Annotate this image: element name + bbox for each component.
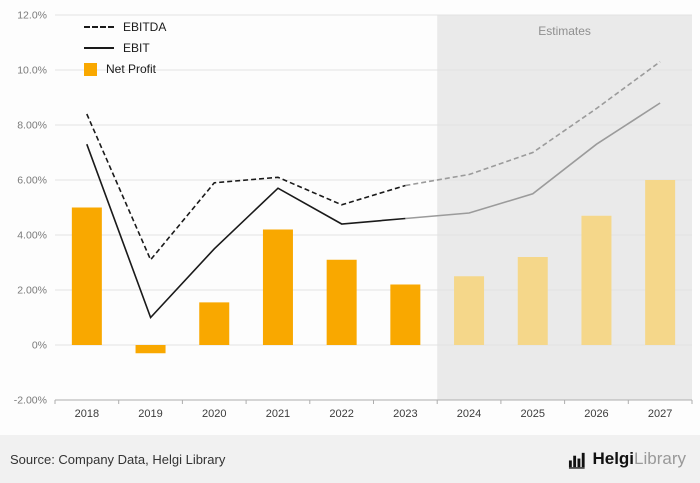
- legend-label: EBITDA: [123, 20, 167, 34]
- legend-item-net-profit: Net Profit: [84, 62, 166, 76]
- net-profit-bar: [390, 284, 421, 345]
- logo-text-secondary: Library: [634, 449, 686, 468]
- y-tick-label: 8.00%: [17, 120, 47, 132]
- x-tick-label: 2023: [393, 408, 417, 420]
- net-profit-bar: [135, 345, 166, 354]
- net-profit-bar: [262, 229, 293, 345]
- ebit-swatch: [84, 47, 114, 49]
- y-tick-label: 10.0%: [17, 65, 47, 77]
- net-profit-bar: [581, 215, 612, 345]
- ebit-line: [86, 143, 406, 320]
- x-tick-label: 2026: [584, 408, 608, 420]
- legend-label: Net Profit: [106, 62, 157, 76]
- y-tick-label: 6.00%: [17, 175, 47, 187]
- x-tick-label: 2022: [329, 408, 353, 420]
- ebitda-line: [405, 61, 661, 187]
- x-tick-label: 2019: [138, 408, 162, 420]
- footer: Source: Company Data, Helgi Library Helg…: [0, 435, 700, 483]
- y-tick-label: 4.00%: [17, 230, 47, 242]
- estimates-label: Estimates: [538, 24, 591, 38]
- y-tick-label: 12.0%: [17, 10, 47, 22]
- legend-label: EBIT: [123, 41, 150, 55]
- net-profit-bar: [645, 180, 676, 345]
- x-tick-label: 2021: [266, 408, 290, 420]
- net-profit-bar: [517, 257, 548, 345]
- y-tick-label: 2.00%: [17, 285, 47, 297]
- legend-item-ebit: EBIT: [84, 41, 166, 55]
- chart-svg: -2.00% 0% 2.00% 4.00% 6.00% 8.00% 10.0% 12.0% 20…: [14, 10, 693, 420]
- ebit-line: [405, 102, 661, 220]
- net-profit-bar: [199, 302, 230, 345]
- net-profit-bar: [454, 276, 485, 345]
- net-profit-bar: [71, 207, 102, 345]
- legend-item-ebitda: EBITDA: [84, 20, 166, 34]
- x-tick-label: 2024: [457, 408, 481, 420]
- helgi-library-logo[interactable]: HelgiLibrary: [568, 449, 686, 469]
- y-tick-label: 0%: [32, 340, 47, 352]
- net-profit-swatch: [84, 62, 97, 76]
- legend: EBITDA EBIT Net Profit: [84, 20, 166, 76]
- x-tick-label: 2025: [521, 408, 545, 420]
- x-tick-label: 2018: [75, 408, 99, 420]
- x-tick-label: 2027: [648, 408, 672, 420]
- net-profit-bar: [326, 259, 357, 345]
- logo-wordmark: HelgiLibrary: [592, 449, 686, 469]
- x-tick-label: 2020: [202, 408, 226, 420]
- ebitda-line: [86, 113, 406, 262]
- y-tick-label: -2.00%: [14, 395, 47, 407]
- chart-area: -2.00% 0% 2.00% 4.00% 6.00% 8.00% 10.0% 12.0% 20…: [13, 9, 693, 420]
- source-text: Source: Company Data, Helgi Library: [10, 451, 226, 467]
- bar-chart-logo-icon: [569, 452, 586, 469]
- ebitda-swatch: [84, 26, 114, 28]
- logo-text-primary: Helgi: [592, 449, 635, 468]
